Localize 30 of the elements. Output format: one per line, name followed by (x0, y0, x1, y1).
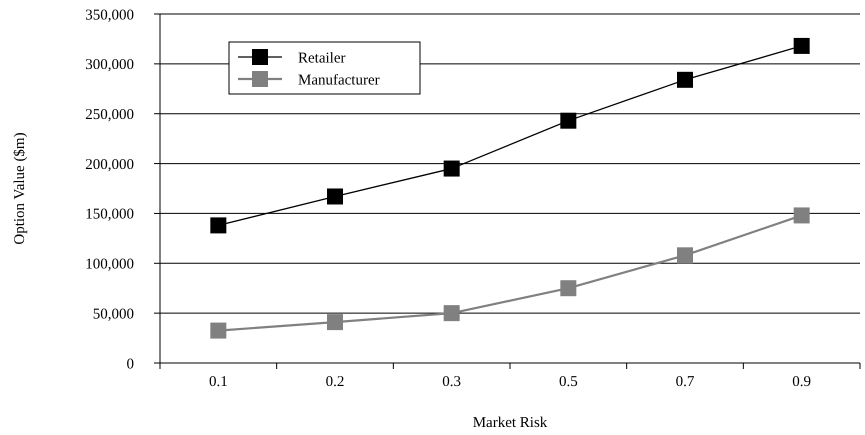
point (327, 188, 343, 204)
x-tick-label: 0.5 (558, 374, 578, 390)
x-axis-title: Market Risk (472, 415, 548, 431)
y-tick-label: 200,000 (85, 156, 134, 173)
point (560, 280, 576, 296)
y-tick-label: 50,000 (92, 306, 134, 322)
y-tick-label: 150,000 (85, 206, 134, 223)
point (794, 38, 810, 54)
point (327, 314, 343, 330)
point (794, 207, 810, 224)
y-tick-label: 100,000 (85, 256, 134, 273)
y-axis-title: Option Value ($m) (12, 132, 28, 245)
x-tick-label: 0.1 (208, 374, 228, 390)
point (210, 217, 226, 234)
legend-label: Retailer (298, 50, 346, 66)
y-tick-label: 300,000 (85, 57, 134, 74)
y-tick-label: 0 (126, 356, 134, 372)
point (210, 322, 226, 339)
x-tick-label: 0.3 (442, 374, 462, 390)
y-tick-label: 250,000 (85, 106, 134, 123)
point (444, 305, 460, 322)
point (677, 72, 693, 88)
x-tick-label: 0.9 (792, 374, 812, 390)
y-tick-label: 350,000 (85, 7, 134, 24)
x-tick-label: 0.7 (676, 374, 695, 390)
x-tick-label: 0.2 (326, 374, 344, 390)
point (444, 160, 460, 177)
point (677, 247, 693, 264)
point (560, 112, 576, 129)
legend-label: Manufacturer (298, 72, 380, 88)
